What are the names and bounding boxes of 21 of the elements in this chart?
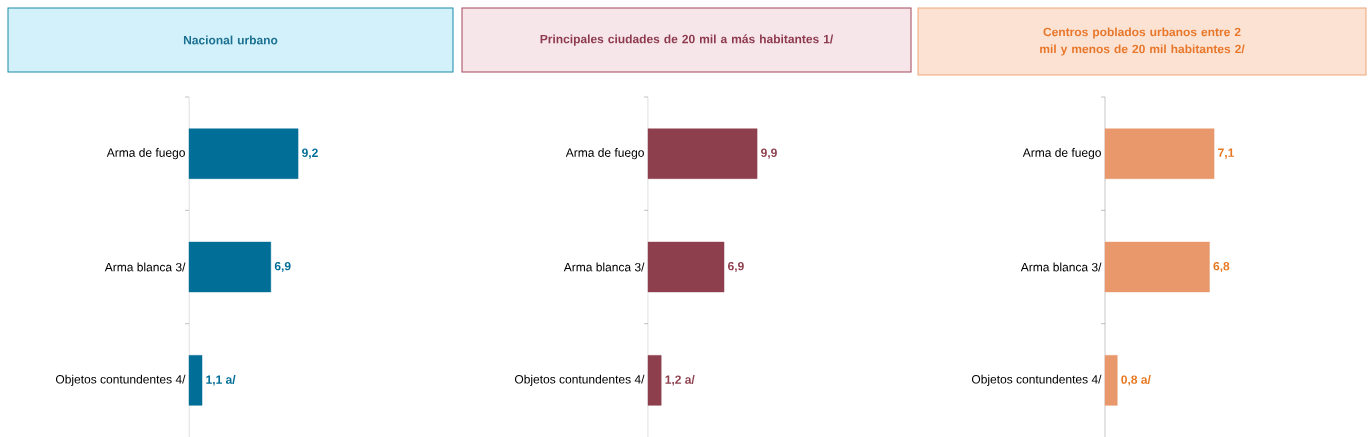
y-tick-label: Arma de fuego xyxy=(106,148,185,160)
data-label: 6,8 xyxy=(1213,261,1230,273)
chart-title: Nacional urbano xyxy=(183,35,278,45)
y-tick-label: Arma de fuego xyxy=(1022,148,1101,160)
data-label: 6,9 xyxy=(274,261,291,273)
y-tick-label: Arma de fuego xyxy=(565,148,644,160)
y-tick-label: Objetos contundentes 4/ xyxy=(514,374,645,386)
y-tick-label: Arma blanca 3/ xyxy=(104,262,186,272)
data-label: 1,2 a/ xyxy=(665,375,695,386)
y-tick-label: Objetos contundentes 4/ xyxy=(55,374,186,386)
chart-title: Centros poblados urbanos entre 2 mil y menos de 20 mil habitantes 2/ xyxy=(1040,27,1245,56)
y-tick-label: Arma blanca 3/ xyxy=(1020,262,1102,272)
data-label: 6,9 xyxy=(728,261,744,273)
y-tick-label: Objetos contundentes 4/ xyxy=(971,374,1102,386)
data-label: 9,9 xyxy=(761,148,777,159)
data-label: 7,1 xyxy=(1218,148,1234,159)
data-label: 9,2 xyxy=(302,148,318,159)
chart-title: Principales ciudades de 20 mil a más habitantes 1/ xyxy=(540,34,834,46)
y-tick-label: Arma blanca 3/ xyxy=(563,262,645,272)
data-label: 1,1 a/ xyxy=(206,375,236,386)
data-label: 0,8 a/ xyxy=(1121,375,1151,386)
